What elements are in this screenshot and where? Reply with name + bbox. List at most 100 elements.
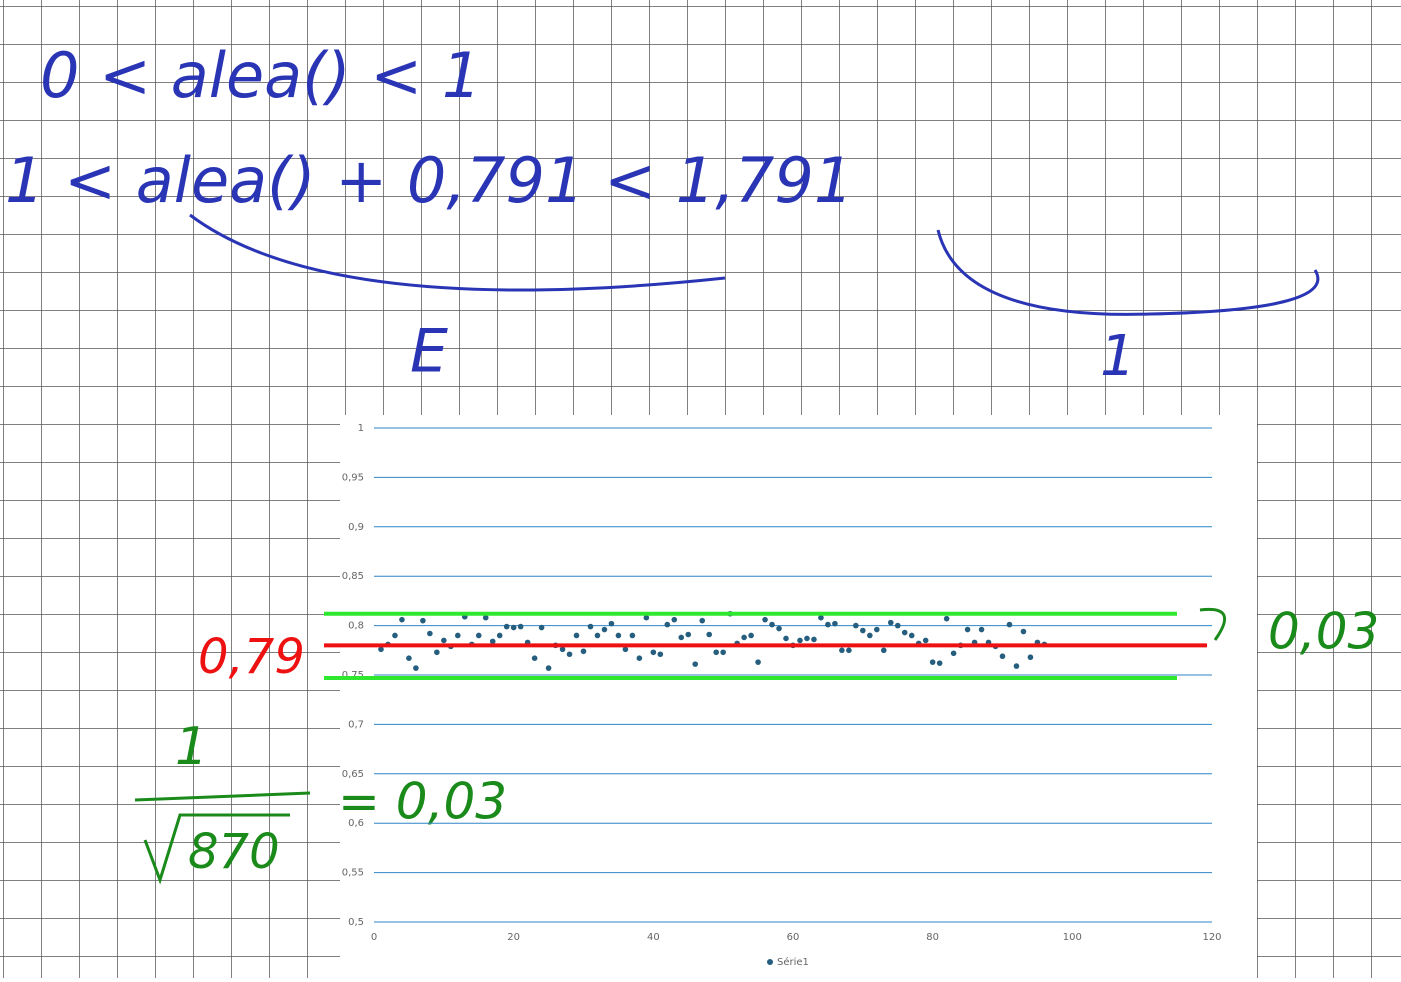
point (608, 620, 615, 627)
point (699, 617, 706, 624)
point (538, 624, 545, 631)
point (964, 626, 971, 633)
point (860, 627, 866, 634)
point (887, 619, 894, 626)
note: 1 (175, 717, 208, 777)
point (713, 649, 719, 656)
point (929, 659, 936, 665)
y-tick-label: 0,5 (348, 917, 364, 928)
note: 870 (188, 824, 280, 880)
point (378, 646, 384, 653)
legend-marker (767, 959, 773, 965)
note: 0,03 (1268, 603, 1379, 661)
point (811, 636, 817, 643)
point (580, 648, 587, 655)
point (503, 623, 510, 630)
point (399, 616, 405, 623)
y-tick-label: 0,9 (348, 522, 364, 533)
point (832, 620, 838, 627)
point (622, 646, 629, 653)
point (594, 632, 601, 639)
x-tick-label: 120 (1202, 932, 1221, 943)
sheet-edge (1237, 415, 1257, 978)
x-tick-label: 40 (647, 932, 660, 943)
point (629, 632, 636, 639)
point (867, 632, 873, 639)
point (566, 651, 573, 658)
point (783, 635, 789, 642)
point (1027, 654, 1034, 661)
x-tick-label: 80 (926, 932, 939, 943)
point (880, 647, 887, 654)
point (999, 653, 1006, 660)
point (601, 626, 608, 633)
y-tick-label: 0,55 (342, 868, 364, 879)
note: 0,79 (198, 629, 305, 685)
point (950, 650, 957, 657)
point (413, 665, 419, 671)
point (1020, 628, 1027, 635)
note: 0 < alea() < 1 (40, 39, 481, 112)
y-tick-label: 0,95 (342, 472, 364, 483)
point (908, 632, 915, 639)
point (441, 637, 447, 644)
point (475, 632, 482, 639)
point (489, 638, 496, 645)
fraction-bar (134, 791, 311, 802)
point (853, 622, 859, 629)
point (482, 614, 489, 621)
note: = 0,03 (338, 773, 507, 831)
point (692, 661, 699, 667)
point (678, 634, 685, 641)
point (762, 616, 768, 623)
note: 1 (1100, 324, 1136, 389)
x-tick-label: 100 (1063, 932, 1082, 943)
point (894, 622, 901, 629)
point (510, 624, 517, 631)
y-tick-label: 0,6 (348, 818, 364, 829)
y-tick-label: 1 (358, 423, 364, 434)
point (797, 637, 803, 644)
chart-area (340, 415, 1237, 978)
point (741, 634, 747, 641)
y-tick-label: 0,75 (342, 670, 364, 681)
point (615, 632, 622, 639)
point (1013, 663, 1020, 669)
point (545, 665, 552, 671)
point (573, 632, 580, 639)
point (720, 649, 726, 656)
y-tick-label: 0,7 (348, 719, 364, 730)
x-tick-label: 20 (507, 932, 520, 943)
x-tick-label: 60 (787, 932, 800, 943)
point (846, 647, 852, 654)
y-tick-label: 0,85 (342, 571, 364, 582)
point (922, 637, 929, 644)
point (517, 623, 524, 630)
point (685, 631, 692, 638)
point (664, 621, 671, 628)
sqrt-sign (143, 813, 290, 885)
y-tick-label: 0,65 (342, 769, 364, 780)
point (776, 625, 782, 632)
point (392, 632, 398, 639)
point (818, 614, 824, 621)
point (650, 649, 657, 656)
x-tick-label: 0 (371, 932, 377, 943)
point (755, 659, 761, 665)
point (671, 616, 678, 623)
point (901, 629, 908, 636)
point (825, 621, 831, 628)
point (406, 655, 412, 662)
point (943, 615, 950, 622)
point (706, 631, 712, 638)
brace (189, 213, 1320, 316)
point (427, 630, 433, 637)
point (769, 621, 775, 628)
point (496, 632, 503, 639)
point (531, 655, 538, 662)
note: 1 < alea() + 0,791 < 1,791 (5, 144, 853, 217)
point (748, 632, 754, 639)
point (587, 623, 594, 630)
point (978, 626, 985, 633)
